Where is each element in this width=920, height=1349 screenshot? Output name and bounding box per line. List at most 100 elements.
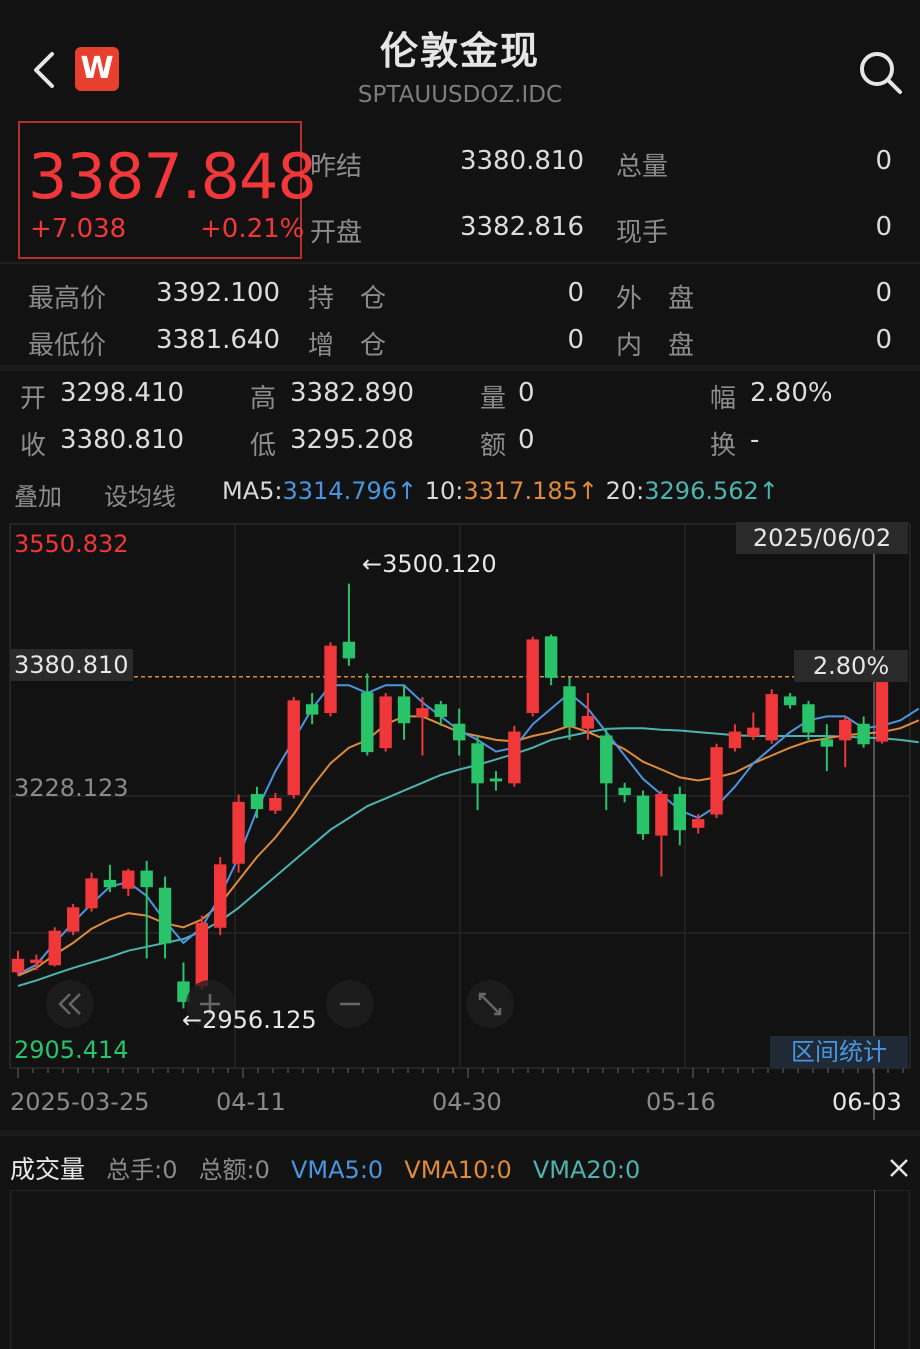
divider [0, 1130, 920, 1136]
stat-value-oi-change: 0 [567, 325, 584, 355]
price-box [18, 121, 302, 259]
crosshair-vertical [874, 1190, 875, 1349]
kline-high-label: 高 [250, 384, 277, 414]
stat-value-prev-settle: 3380.810 [459, 146, 584, 176]
min-marker: ←2956.125 [182, 1006, 317, 1034]
ma20-line [17, 727, 919, 987]
candle-body [30, 959, 43, 963]
volume-title: 成交量 [10, 1155, 86, 1184]
stat-value-open: 3382.816 [459, 212, 584, 242]
candle-body [783, 696, 797, 706]
stat-value-inner-disk: 0 [875, 325, 892, 355]
chart-grid [9, 523, 911, 1078]
kline-vol-value: 0 [518, 378, 535, 408]
back-button[interactable] [28, 50, 62, 90]
vma20-value: VMA20:0 [532, 1156, 641, 1184]
kline-close-label: 收 [20, 431, 47, 461]
ma5-value: 3314.796↑ [282, 477, 418, 505]
stat-label-low: 最低价 [28, 331, 107, 361]
stat-value-low: 3381.640 [155, 325, 280, 355]
candle-body [563, 686, 576, 727]
zoom-out-button[interactable] [326, 980, 374, 1028]
close-volume-button[interactable] [885, 1154, 913, 1182]
stat-label-total-volume: 总量 [616, 152, 669, 182]
candle-body [434, 704, 448, 717]
stat-label-inner-disk: 内 盘 [616, 331, 695, 361]
volume-header: 成交量 总手:0 总额:0 VMA5:0 VMA10:0 VMA20:0 [10, 1150, 640, 1186]
candle-body [636, 795, 650, 835]
candle-body [397, 696, 411, 724]
scroll-left-button[interactable] [46, 980, 94, 1028]
vma5-value: VMA5:0 [291, 1156, 384, 1184]
candle-body [471, 743, 484, 784]
stat-label-high: 最高价 [28, 284, 107, 314]
candle-body [85, 878, 98, 909]
overlay-button[interactable]: 叠加 [14, 483, 62, 511]
candle-body [416, 708, 429, 717]
kline-low-label: 低 [250, 431, 277, 461]
candle-body [673, 794, 686, 831]
candle-body [857, 723, 870, 745]
stat-value-current-hand: 0 [875, 212, 892, 242]
candles [11, 583, 889, 1009]
crosshair-pct: 2.80% [794, 650, 908, 682]
divider [0, 262, 920, 264]
candle-body [177, 981, 190, 1002]
kline-low-value: 3295.208 [290, 425, 415, 455]
page-title: 伦敦金现 [379, 29, 540, 73]
candle-body [342, 641, 356, 659]
price-change: +7.038 [30, 214, 127, 244]
kline-chart[interactable] [0, 520, 920, 1120]
symbol-code: SPTAUUSDOZ.IDC [357, 82, 563, 108]
kline-amount-value: 0 [518, 425, 535, 455]
candle-body [305, 704, 319, 715]
x-tick-label: 04-11 [216, 1088, 286, 1116]
zoom-in-button[interactable] [186, 980, 234, 1028]
price-change-pct: +0.21% [200, 214, 305, 244]
vma10-value: VMA10:0 [404, 1156, 512, 1184]
candle-body [195, 922, 209, 987]
range-stats-button[interactable]: 区间统计 [770, 1036, 908, 1068]
close-icon [890, 1159, 908, 1177]
candle-body [48, 930, 61, 966]
crosshair-date: 2025/06/02 [736, 522, 908, 554]
kline-amount-label: 额 [480, 431, 507, 461]
candle-body [287, 700, 300, 796]
volume-panel [10, 1190, 910, 1349]
y-axis-max: 3550.832 [14, 530, 129, 558]
y-axis-min: 2905.414 [14, 1036, 129, 1064]
kline-open-value: 3298.410 [60, 378, 185, 408]
candle-body [158, 887, 172, 944]
candle-body [508, 731, 521, 784]
app-logo[interactable]: W [75, 47, 119, 91]
ma10-line [17, 715, 920, 977]
fullscreen-button[interactable] [466, 980, 514, 1028]
candle-body [269, 797, 282, 811]
x-tick-label: 06-03 [832, 1088, 902, 1116]
stat-label-outer-disk: 外 盘 [616, 284, 695, 314]
stat-label-open: 开盘 [310, 218, 363, 248]
candle-body [875, 676, 889, 742]
search-button[interactable] [856, 48, 904, 96]
candle-body [361, 692, 374, 753]
expand-icon [494, 1008, 502, 1016]
set-ma-button[interactable]: 设均线 [104, 483, 176, 511]
stat-value-outer-disk: 0 [875, 278, 892, 308]
candle-body [232, 801, 245, 864]
stat-value-open-interest: 0 [567, 278, 584, 308]
ma20-label: 20: [605, 477, 645, 505]
max-marker: ←3500.120 [362, 550, 497, 578]
candle-body [250, 794, 264, 810]
double-chevron-left-icon [58, 993, 71, 1015]
volume-total-amount: 总额:0 [198, 1156, 270, 1184]
candle-body [526, 639, 539, 714]
expand-icon [479, 993, 501, 1015]
kline-high-value: 3382.890 [290, 378, 415, 408]
candle-body [214, 864, 227, 928]
ma5-line [17, 684, 920, 975]
candle-body [103, 879, 117, 888]
x-tick-label: 04-30 [432, 1088, 502, 1116]
kline-vol-label: 量 [480, 384, 507, 414]
reference-line [120, 524, 875, 1120]
x-tick-label: 2025-03-25 [10, 1088, 150, 1116]
